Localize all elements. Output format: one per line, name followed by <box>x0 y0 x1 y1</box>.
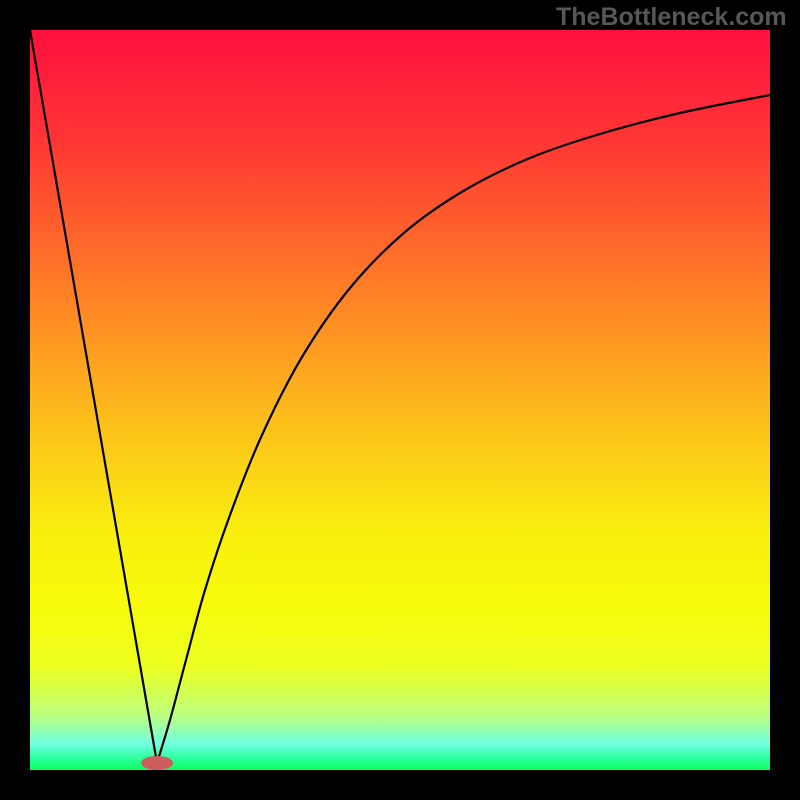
gradient-background <box>30 30 770 770</box>
optimal-point-marker <box>141 756 173 770</box>
watermark-text: TheBottleneck.com <box>556 3 787 32</box>
bottleneck-curve-chart <box>0 0 800 800</box>
